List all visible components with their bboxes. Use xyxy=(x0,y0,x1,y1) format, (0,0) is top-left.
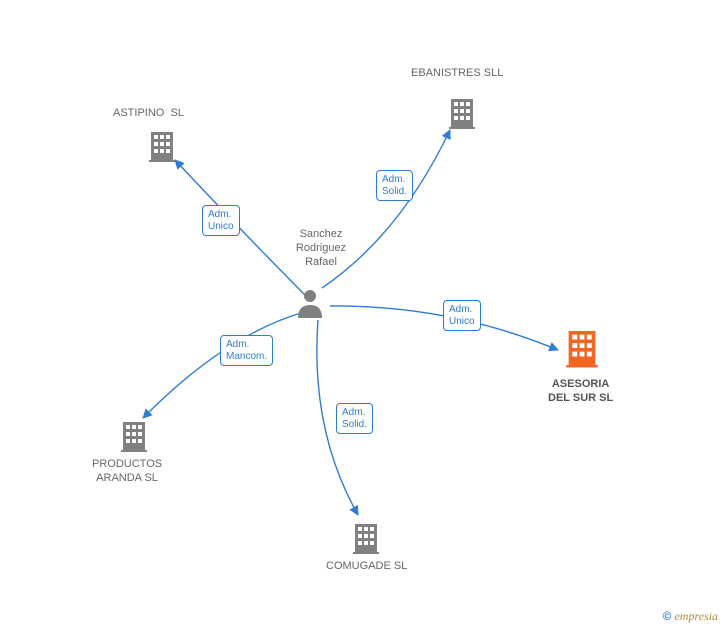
building-icon xyxy=(448,97,476,129)
center-node-label: Sanchez Rodriguez Rafael xyxy=(286,228,356,269)
watermark-brand: empresia xyxy=(674,609,718,623)
person-icon xyxy=(296,288,324,318)
building-icon xyxy=(565,328,599,368)
node-label-asesoria: ASESORIA DEL SUR SL xyxy=(548,378,613,406)
building-icon xyxy=(120,420,148,452)
edge-badge-asesoria: Adm. Unico xyxy=(443,300,481,331)
node-label-ebanistres: EBANISTRES SLL xyxy=(411,67,503,81)
edge-badge-ebanistres: Adm. Solid. xyxy=(376,170,413,201)
copyright-icon: © xyxy=(663,609,672,623)
building-icon xyxy=(352,522,380,554)
node-label-astipino: ASTIPINO SL xyxy=(113,107,184,121)
edge-badge-productos: Adm. Mancom. xyxy=(220,335,273,366)
edge-badge-comugade: Adm. Solid. xyxy=(336,403,373,434)
node-label-comugade: COMUGADE SL xyxy=(326,560,407,574)
node-label-productos: PRODUCTOS ARANDA SL xyxy=(92,458,162,486)
watermark: ©empresia xyxy=(663,609,718,624)
building-icon xyxy=(148,130,176,162)
edge-badge-astipino: Adm. Unico xyxy=(202,205,240,236)
diagram-canvas: Sanchez Rodriguez Rafael ASTIPINO SL EBA… xyxy=(0,0,728,630)
